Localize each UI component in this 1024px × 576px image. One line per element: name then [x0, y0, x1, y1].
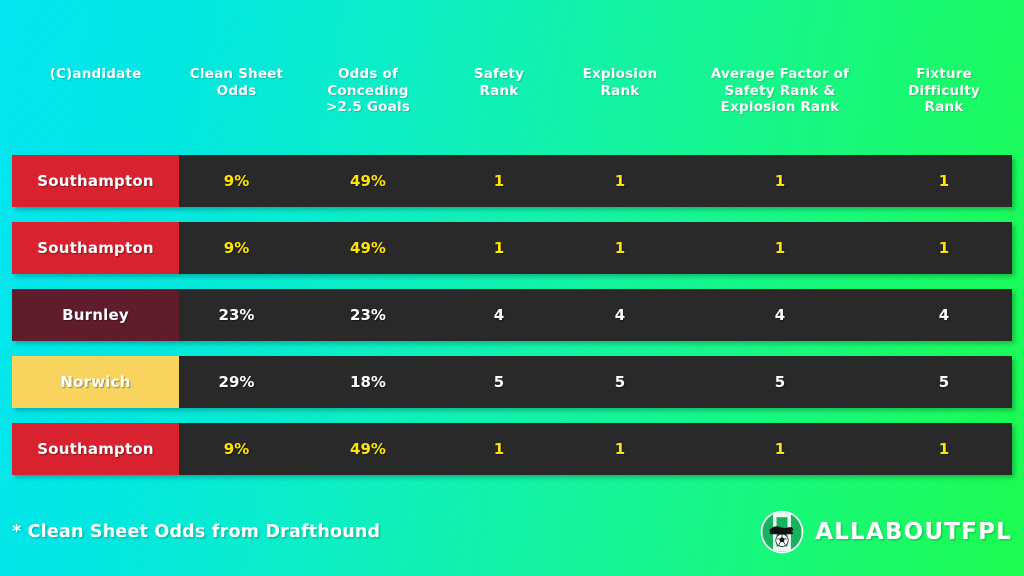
table-body: Southampton 9% 49% 1 1 1 1 Southampton 9% 49% 1 1 1 1…	[12, 155, 1012, 490]
footer: * Clean Sheet Odds from Drafthound	[12, 510, 1012, 554]
column-header-clean-sheet-odds: Clean Sheet Odds	[189, 66, 284, 99]
column-header-average-factor: Average Factor of Safety Rank & Explosio…	[710, 66, 850, 115]
brand-logo: ALLABOUTFPL	[760, 510, 1012, 554]
cell-explosion-rank: 1	[614, 239, 626, 257]
team-badge[interactable]: Norwich	[12, 356, 179, 408]
team-badge[interactable]: Southampton	[12, 222, 179, 274]
column-header-fixture-difficulty: Fixture Difficulty Rank	[908, 66, 980, 115]
cell-average-factor: 1	[774, 239, 786, 257]
cell-average-factor: 4	[774, 306, 786, 324]
cell-safety-rank: 1	[493, 239, 505, 257]
cell-odds-conceding: 49%	[350, 172, 386, 190]
brand-name-text: ALLABOUTFPL	[815, 519, 1012, 545]
cell-average-factor: 5	[774, 373, 786, 391]
cell-clean-sheet-odds: 9%	[223, 440, 250, 458]
cell-odds-conceding: 18%	[350, 373, 386, 391]
cell-explosion-rank: 4	[614, 306, 626, 324]
team-badge[interactable]: Southampton	[12, 423, 179, 475]
table-row[interactable]: Southampton 9% 49% 1 1 1 1	[12, 222, 1012, 274]
cell-average-factor: 1	[774, 172, 786, 190]
cell-fixture-difficulty: 4	[938, 306, 950, 324]
cell-clean-sheet-odds: 29%	[218, 373, 255, 391]
cell-fixture-difficulty: 1	[938, 440, 950, 458]
cell-odds-conceding: 49%	[350, 440, 386, 458]
table-row[interactable]: Southampton 9% 49% 1 1 1 1	[12, 423, 1012, 475]
cell-odds-conceding: 49%	[350, 239, 386, 257]
team-badge[interactable]: Burnley	[12, 289, 179, 341]
column-header-safety-rank: Safety Rank	[473, 66, 525, 99]
table-header: (C)andidate Clean Sheet Odds Odds of Con…	[12, 0, 1012, 115]
cell-safety-rank: 5	[493, 373, 505, 391]
cell-average-factor: 1	[774, 440, 786, 458]
cell-fixture-difficulty: 1	[938, 239, 950, 257]
column-header-candidate: (C)andidate	[49, 66, 142, 82]
team-badge[interactable]: Southampton	[12, 155, 179, 207]
cell-clean-sheet-odds: 9%	[223, 172, 250, 190]
cell-odds-conceding: 23%	[350, 306, 386, 324]
table-row[interactable]: Burnley 23% 23% 4 4 4 4	[12, 289, 1012, 341]
table-row[interactable]: Southampton 9% 49% 1 1 1 1	[12, 155, 1012, 207]
column-header-explosion-rank: Explosion Rank	[582, 66, 658, 99]
table-row[interactable]: Norwich 29% 18% 5 5 5 5	[12, 356, 1012, 408]
cell-explosion-rank: 1	[614, 440, 626, 458]
cell-safety-rank: 1	[493, 172, 505, 190]
footnote-source: * Clean Sheet Odds from Drafthound	[12, 522, 381, 542]
cell-safety-rank: 4	[493, 306, 505, 324]
cell-clean-sheet-odds: 9%	[223, 239, 250, 257]
column-header-odds-conceding: Odds of Conceding >2.5 Goals	[325, 66, 411, 115]
cell-fixture-difficulty: 1	[938, 172, 950, 190]
cell-clean-sheet-odds: 23%	[218, 306, 255, 324]
cell-safety-rank: 1	[493, 440, 505, 458]
cell-fixture-difficulty: 5	[938, 373, 950, 391]
cell-explosion-rank: 1	[614, 172, 626, 190]
football-boot-and-ball-badge-icon	[760, 510, 804, 554]
cell-explosion-rank: 5	[614, 373, 626, 391]
